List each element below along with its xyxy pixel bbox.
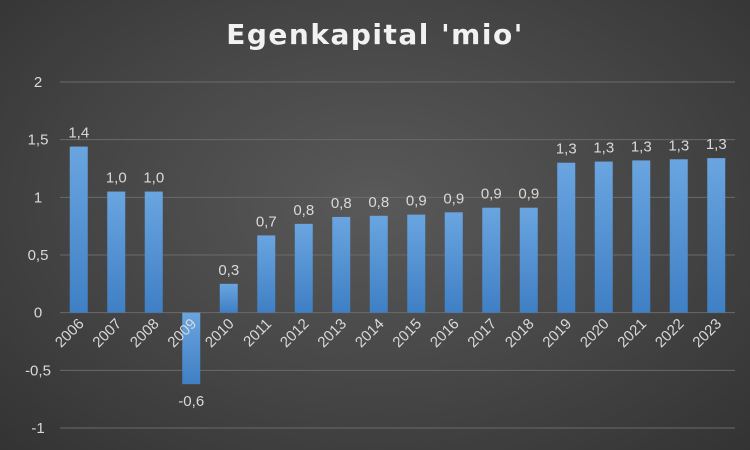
y-tick-label: 0,5 xyxy=(28,247,49,264)
y-tick-label: -0,5 xyxy=(25,362,51,379)
x-tick-label-2017: 2017 xyxy=(464,315,500,351)
data-label-2022: 1,3 xyxy=(668,137,689,154)
x-tick-label-2008: 2008 xyxy=(127,315,163,351)
chart-title: Egenkapital 'mio' xyxy=(226,18,524,51)
bar-2009 xyxy=(182,312,201,385)
data-label-2018: 0,9 xyxy=(518,186,539,203)
bar-2016 xyxy=(444,212,463,313)
y-tick-label: 2 xyxy=(34,74,42,91)
bar-2007 xyxy=(107,191,126,313)
data-labels: 1,4 1,0 1,0 -0,6 0,3 0,7 0,8 0,8 0,8 0,9 0,9 0,9 0,9… xyxy=(68,125,726,411)
gridlines xyxy=(60,81,735,429)
data-label-2023: 1,3 xyxy=(706,136,727,153)
bar-2017 xyxy=(482,207,501,313)
bar-2022 xyxy=(669,159,688,313)
x-tick-label-2019: 2019 xyxy=(539,315,575,351)
x-tick-label-2007: 2007 xyxy=(89,315,125,351)
bar-2014 xyxy=(369,215,388,313)
data-label-2010: 0,3 xyxy=(218,262,239,279)
x-tick-label-2022: 2022 xyxy=(652,315,688,351)
data-label-2014: 0,8 xyxy=(368,194,389,211)
x-tick-label-2010: 2010 xyxy=(202,315,238,351)
data-label-2020: 1,3 xyxy=(593,140,614,157)
data-label-2015: 0,9 xyxy=(406,193,427,210)
x-tick-label-2020: 2020 xyxy=(577,315,613,351)
data-label-2019: 1,3 xyxy=(556,141,577,158)
y-tick-label: -1 xyxy=(31,420,44,437)
data-label-2021: 1,3 xyxy=(631,138,652,155)
bar-2006 xyxy=(69,146,88,313)
bar-2008 xyxy=(144,191,163,313)
y-tick-label: 1,5 xyxy=(28,132,49,149)
bar-2020 xyxy=(594,161,613,313)
data-label-2016: 0,9 xyxy=(443,190,464,207)
x-tick-label-2011: 2011 xyxy=(240,315,275,350)
x-tick-label-2014: 2014 xyxy=(352,315,388,351)
y-axis-ticks: 2 1,5 1 0,5 0 -0,5 -1 xyxy=(25,74,51,437)
bar-2010 xyxy=(219,283,238,313)
x-tick-label-2018: 2018 xyxy=(502,315,538,351)
x-tick-label-2006: 2006 xyxy=(52,315,88,351)
bar-2023 xyxy=(707,158,726,313)
data-label-2008: 1,0 xyxy=(143,170,164,187)
data-label-2006: 1,4 xyxy=(68,125,89,142)
x-axis-labels: 2006 2007 2008 2009 2010 2011 2012 2013 2014 2015… xyxy=(52,315,725,351)
data-label-2017: 0,9 xyxy=(481,186,502,203)
bar-2012 xyxy=(294,223,313,313)
bar-2015 xyxy=(407,214,426,313)
data-label-2011: 0,7 xyxy=(256,213,277,230)
data-label-2013: 0,8 xyxy=(331,195,352,212)
bar-2019 xyxy=(557,162,576,313)
data-label-2007: 1,0 xyxy=(106,170,127,187)
y-tick-label: 0 xyxy=(34,305,42,322)
bars xyxy=(69,146,726,385)
x-tick-label-2015: 2015 xyxy=(389,315,425,351)
bar-2018 xyxy=(519,207,538,313)
data-label-2009: -0,6 xyxy=(178,393,204,410)
y-tick-label: 1 xyxy=(34,189,42,206)
x-tick-label-2012: 2012 xyxy=(277,315,313,351)
bar-2021 xyxy=(632,160,651,313)
data-label-2012: 0,8 xyxy=(293,202,314,219)
bar-2013 xyxy=(332,216,351,313)
x-tick-label-2023: 2023 xyxy=(689,315,725,351)
bar-2011 xyxy=(257,235,276,313)
x-tick-label-2021: 2021 xyxy=(614,315,650,351)
x-tick-label-2016: 2016 xyxy=(427,315,463,351)
x-tick-label-2013: 2013 xyxy=(314,315,350,351)
